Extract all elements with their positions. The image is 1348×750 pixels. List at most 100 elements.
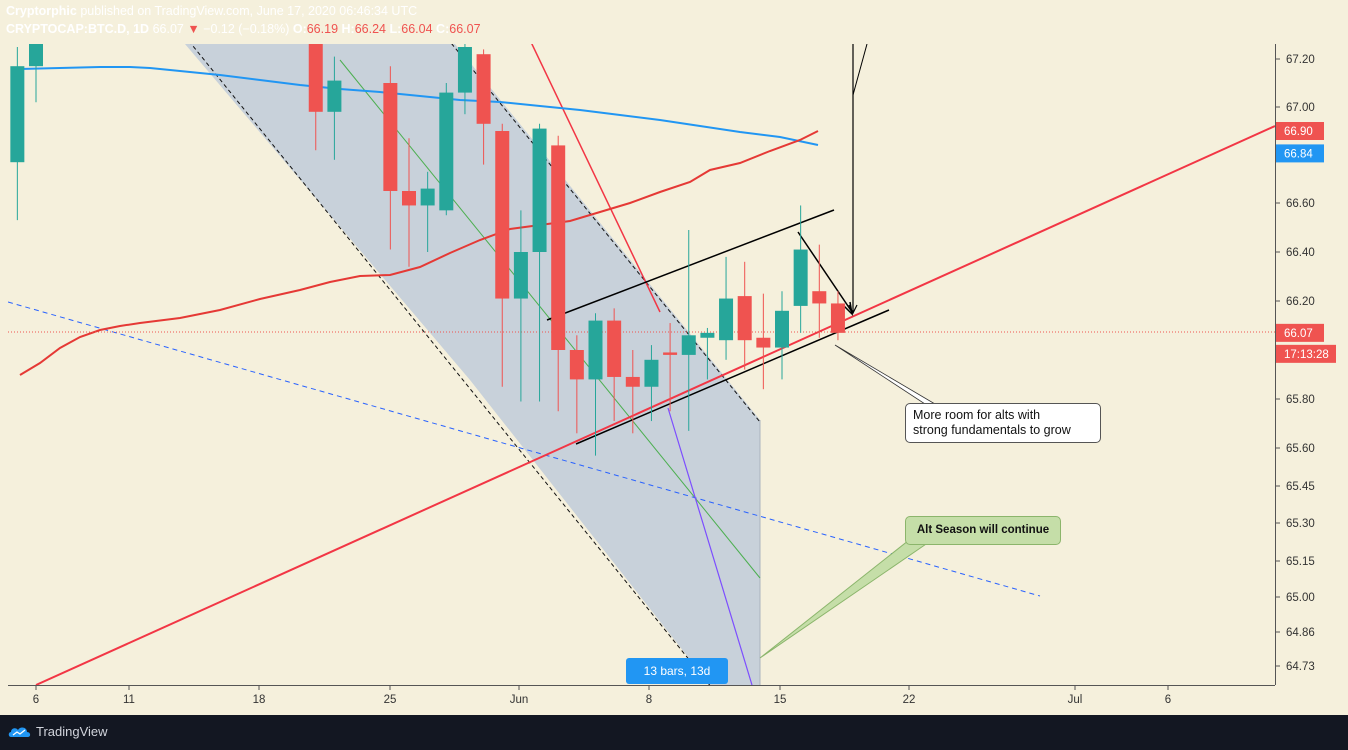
chart-plot-area[interactable]: 67.20 67.00 66.60 66.40 66.20 65.80 65.60 65.45… <box>0 0 1348 715</box>
callout-alt-season[interactable]: Alt Season will continue <box>905 516 1061 545</box>
candle[interactable] <box>793 205 808 333</box>
candle-body <box>588 320 603 380</box>
down-arrow-icon: ▼ <box>187 22 200 36</box>
candle[interactable] <box>607 308 622 422</box>
time-tick-label: Jul <box>1068 694 1083 706</box>
candle-body <box>402 191 416 206</box>
candle[interactable] <box>308 0 323 151</box>
candle[interactable] <box>420 171 435 252</box>
candle[interactable] <box>830 291 845 341</box>
tradingview-brand: TradingView <box>36 724 108 739</box>
candle[interactable] <box>737 261 752 370</box>
candlestick-series <box>10 0 845 456</box>
candle[interactable] <box>10 47 25 221</box>
candle-body <box>663 352 678 355</box>
date-range-badge[interactable]: 13 bars, 13d <box>626 658 728 684</box>
price-label-bg <box>1276 122 1324 140</box>
candle[interactable] <box>625 350 640 434</box>
callout-more-room[interactable]: More room for alts with strong fundament… <box>905 403 1101 443</box>
red-downtrend-line <box>531 44 661 313</box>
price-axis[interactable]: 67.20 67.00 66.60 66.40 66.20 65.80 65.60 65.45… <box>1275 54 1315 673</box>
price-tick-label: 65.60 <box>1286 443 1315 455</box>
candle[interactable] <box>439 83 454 216</box>
candle[interactable] <box>457 18 472 115</box>
channel-lower-boundary <box>190 44 711 685</box>
candle-body <box>439 92 454 211</box>
price-label-text: 17:13:28 <box>1284 349 1329 361</box>
candle[interactable] <box>663 323 678 412</box>
candle-body <box>569 350 584 380</box>
candle[interactable] <box>383 66 398 250</box>
symbol-label[interactable]: CRYPTOCAP:BTC.D, 1D <box>6 22 150 36</box>
high-label: H: <box>341 22 355 36</box>
candle-body <box>700 332 715 338</box>
candle[interactable] <box>476 49 491 165</box>
candle-body <box>775 310 789 348</box>
candle-body <box>383 83 398 191</box>
blue-moving-average <box>19 66 819 146</box>
candle-body <box>793 249 808 306</box>
candle-body <box>420 188 435 206</box>
arrow-down-right <box>797 231 853 313</box>
candle[interactable] <box>513 210 528 402</box>
arrow-vertical-head <box>848 304 858 315</box>
publisher-name[interactable]: Cryptorphic <box>6 4 77 18</box>
candle-body <box>29 44 43 67</box>
candle[interactable] <box>719 256 734 360</box>
price-label-text: 66.90 <box>1284 126 1313 138</box>
candle[interactable] <box>644 345 659 422</box>
high-value: 66.24 <box>354 22 386 36</box>
price-label-text: 66.07 <box>1284 328 1313 340</box>
price-tick-label: 66.40 <box>1286 247 1315 259</box>
candle[interactable] <box>29 21 43 103</box>
candle[interactable] <box>756 293 771 390</box>
chart-canvas[interactable]: 67.20 67.00 66.60 66.40 66.20 65.80 65.60 65.45… <box>0 0 1348 715</box>
candle[interactable] <box>402 138 416 267</box>
time-axis[interactable]: 6 11 18 25 Jun 8 15 22 Jul 6 <box>33 685 1171 706</box>
candle-body <box>513 252 528 299</box>
time-tick-label: Jun <box>510 694 529 706</box>
candle-body <box>10 66 25 163</box>
price-label-bg <box>1276 323 1324 342</box>
last-price: 66.07 <box>152 22 184 36</box>
candle-body <box>737 296 752 341</box>
candle-body <box>812 291 827 304</box>
candle-body <box>830 303 845 333</box>
candle[interactable] <box>588 313 603 456</box>
open-label: O: <box>292 22 307 36</box>
time-tick-label: 6 <box>33 694 39 706</box>
open-value: 66.19 <box>306 22 339 36</box>
low-label: L: <box>389 22 402 36</box>
symbol-info: CRYPTOCAP:BTC.D, 1D 66.07 ▼ −0.12 (−0.18… <box>6 22 481 36</box>
time-tick-label: 15 <box>774 694 787 706</box>
candle[interactable] <box>569 335 584 434</box>
price-tick-label: 65.80 <box>1286 394 1315 406</box>
candle[interactable] <box>532 123 547 402</box>
candle[interactable] <box>551 135 566 412</box>
candle[interactable] <box>812 244 827 338</box>
price-tick-label: 66.60 <box>1286 198 1315 210</box>
publish-info: Cryptorphic published on TradingView.com… <box>6 4 417 18</box>
time-tick-label: 8 <box>646 694 652 706</box>
price-label-bg <box>1276 144 1324 163</box>
price-label-bg <box>1276 344 1336 363</box>
candle[interactable] <box>700 327 715 380</box>
blue-dashed-trendline <box>8 301 1041 597</box>
footer-bar: TradingView <box>0 715 1348 750</box>
price-tick-label: 65.15 <box>1286 556 1315 568</box>
falling-channel-fill <box>185 44 760 685</box>
candle-body <box>457 47 472 93</box>
price-label-badge: 66.84 <box>1276 144 1324 163</box>
candle-body <box>476 54 491 124</box>
arrow-down-right-head <box>843 301 854 317</box>
tradingview-logo[interactable]: TradingView <box>8 724 108 739</box>
candle-body <box>532 128 547 252</box>
candle[interactable] <box>775 291 789 380</box>
candle-body <box>644 359 659 387</box>
candle[interactable] <box>681 229 696 431</box>
price-tick-label: 64.73 <box>1286 661 1315 673</box>
price-tick-label: 65.45 <box>1286 481 1315 493</box>
channel-upper-boundary <box>451 44 761 423</box>
candle[interactable] <box>327 56 342 160</box>
candle[interactable] <box>495 123 510 387</box>
